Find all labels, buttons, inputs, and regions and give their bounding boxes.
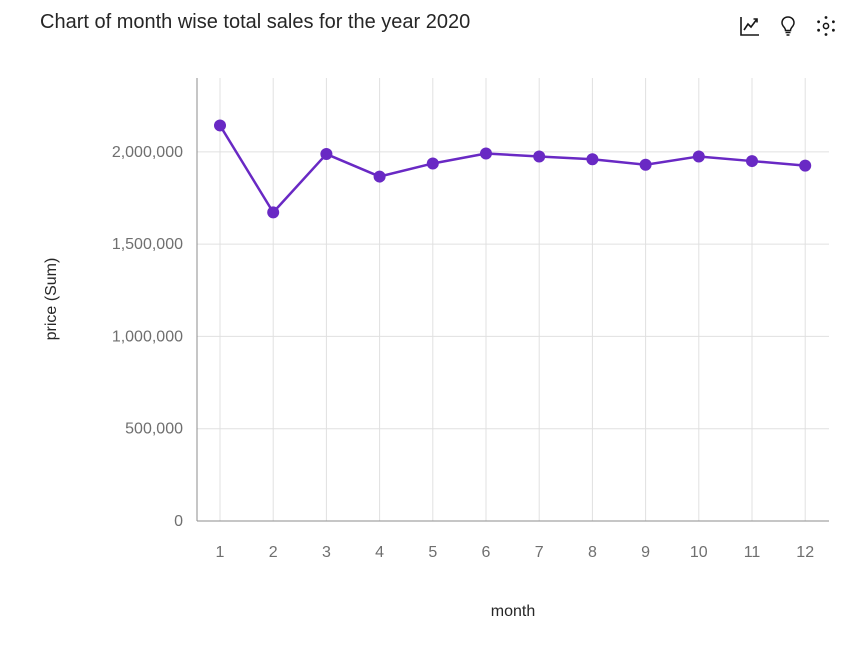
x-tick-label: 9 — [641, 544, 650, 561]
series-line — [218, 124, 806, 214]
lightbulb-icon[interactable] — [774, 12, 802, 40]
data-point — [533, 150, 546, 163]
y-tick-label: 0 — [174, 513, 183, 530]
data-point — [799, 159, 812, 172]
data-point — [320, 148, 333, 161]
y-tick-label: 1,000,000 — [112, 328, 183, 345]
x-tick-label: 1 — [216, 544, 225, 561]
data-point — [480, 147, 492, 160]
y-tick-label: 2,000,000 — [112, 144, 183, 161]
data-point — [267, 206, 280, 219]
data-point — [692, 150, 705, 163]
x-tick-label: 10 — [690, 544, 708, 561]
x-tick-label: 2 — [269, 544, 278, 561]
x-tick-label: 3 — [322, 544, 331, 561]
data-point — [746, 155, 758, 168]
x-tick-label: 7 — [535, 544, 544, 561]
data-point — [586, 153, 599, 166]
data-point — [214, 119, 226, 132]
axes — [196, 78, 829, 522]
y-axis-title: price (Sum) — [43, 258, 60, 341]
series-layer — [214, 119, 812, 219]
chart-toolbar — [736, 12, 840, 40]
data-point — [426, 157, 439, 170]
x-tick-label: 8 — [588, 544, 597, 561]
x-tick-label: 11 — [744, 544, 761, 561]
data-point — [639, 158, 652, 171]
line-chart-icon[interactable] — [736, 12, 764, 40]
chart-title: Chart of month wise total sales for the … — [40, 11, 471, 33]
x-tick-label: 4 — [375, 544, 384, 561]
y-tick-label: 500,000 — [125, 421, 183, 438]
y-tick-label: 1,500,000 — [112, 236, 183, 253]
grid-lines — [197, 78, 829, 521]
x-tick-label: 5 — [428, 544, 437, 561]
data-point — [373, 170, 386, 183]
x-axis-title: month — [491, 603, 535, 620]
x-tick-label: 12 — [796, 544, 814, 561]
settings-dots-icon[interactable] — [812, 12, 840, 40]
x-tick-label: 6 — [482, 544, 491, 561]
